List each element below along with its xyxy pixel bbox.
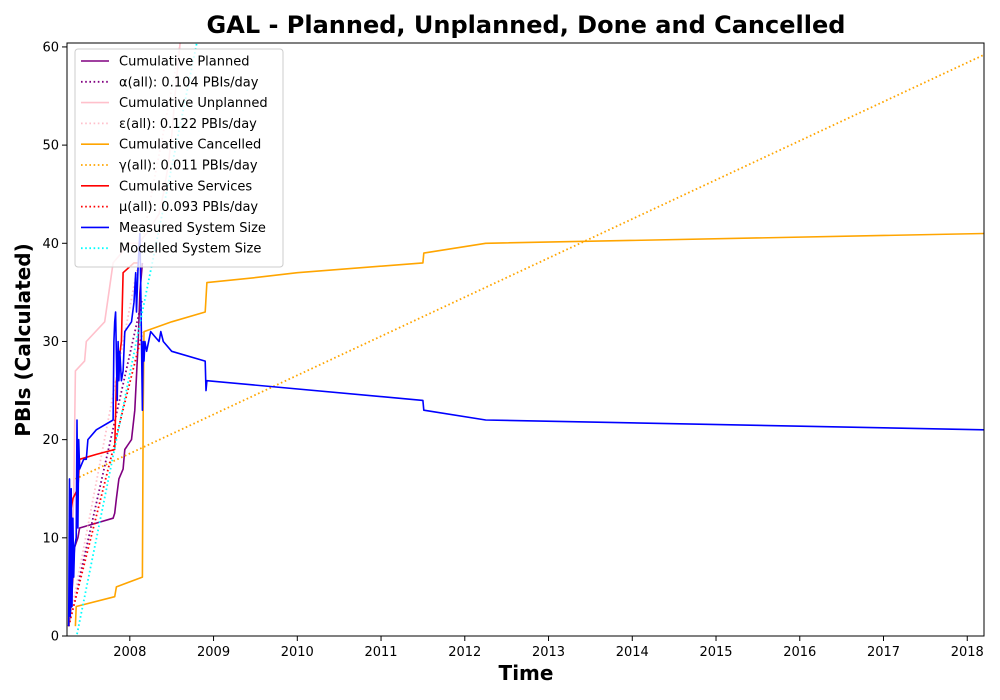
series-line-2 [67, 298, 144, 627]
series-line-7 [67, 262, 139, 627]
y-tick-label: 10 [42, 531, 59, 546]
series-line-5 [74, 232, 984, 627]
y-tick-label: 30 [42, 335, 59, 350]
legend-label-all-0-104-pbis-day: α(all): 0.104 PBIs/day [119, 75, 259, 90]
legend-label-all-0-093-pbis-day: μ(all): 0.093 PBIs/day [119, 200, 258, 215]
legend-label-cumulative-cancelled: Cumulative Cancelled [119, 138, 261, 153]
x-tick-label: 2011 [364, 645, 397, 660]
x-axis-ticks: 2008 2009 2010 2011 2012 2013 2014 2015 2016 2017… [113, 636, 984, 660]
chart-title: GAL - Planned, Unplanned, Done and Cance… [207, 11, 846, 39]
y-tick-label: 60 [42, 40, 59, 55]
x-tick-label: 2012 [448, 645, 481, 660]
x-tick-label: 2018 [951, 645, 984, 660]
y-tick-label: 20 [42, 433, 59, 448]
legend-label-cumulative-planned: Cumulative Planned [119, 55, 249, 70]
x-tick-label: 2016 [783, 645, 816, 660]
series-line-6 [75, 53, 984, 480]
x-tick-label: 2010 [281, 645, 314, 660]
y-tick-label: 0 [51, 630, 59, 645]
x-tick-label: 2009 [197, 645, 230, 660]
legend-label-cumulative-services: Cumulative Services [119, 179, 252, 194]
x-tick-label: 2017 [867, 645, 900, 660]
legend-label-modelled-system-size: Modelled System Size [119, 242, 261, 257]
legend-label-all-0-122-pbis-day: ε(all): 0.122 PBIs/day [119, 117, 257, 132]
plot-frame [66, 42, 985, 637]
x-tick-label: 2015 [699, 645, 732, 660]
y-axis-ticks: 0 10 20 30 40 50 60 [42, 40, 67, 645]
series-line-8 [67, 332, 144, 627]
y-tick-label: 40 [42, 237, 59, 252]
series-line-9 [67, 232, 984, 627]
y-axis-label: PBIs (Calculated) [11, 243, 35, 436]
legend-box [74, 48, 284, 268]
legend: Cumulative Planned α(all): 0.104 PBIs/day… [74, 48, 284, 268]
y-tick-label: 50 [42, 139, 59, 154]
legend-label-all-0-011-pbis-day: γ(all): 0.011 PBIs/day [119, 159, 258, 174]
legend-label-measured-system-size: Measured System Size [119, 221, 266, 236]
x-tick-label: 2008 [113, 645, 146, 660]
x-tick-label: 2014 [616, 645, 649, 660]
x-axis-label: Time [499, 661, 554, 685]
legend-label-cumulative-unplanned: Cumulative Unplanned [119, 96, 268, 111]
x-tick-label: 2013 [532, 645, 565, 660]
